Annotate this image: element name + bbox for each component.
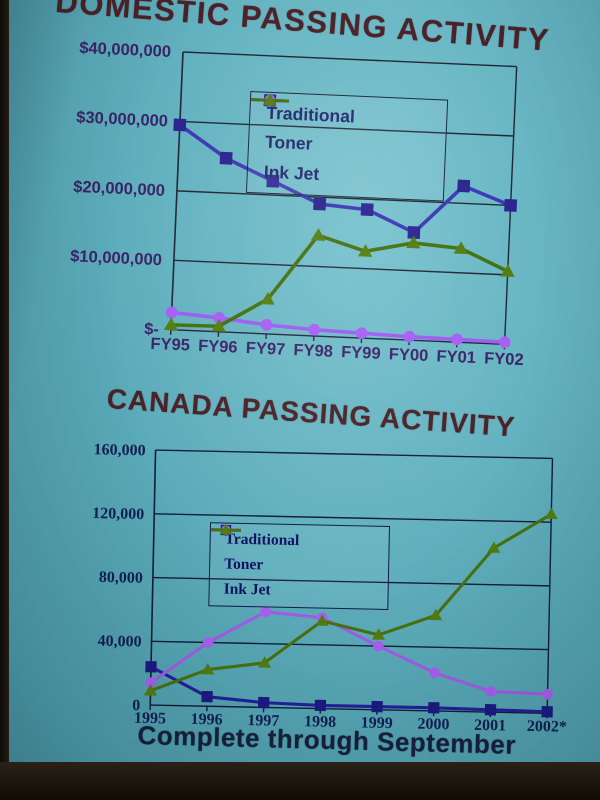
svg-text:$40,000,000: $40,000,000 (79, 39, 171, 61)
legend-label-toner: Toner (224, 555, 264, 574)
svg-text:$20,000,000: $20,000,000 (73, 178, 165, 200)
svg-text:FY95: FY95 (150, 335, 190, 355)
svg-text:1997: 1997 (247, 712, 279, 730)
domestic-chart-legend: Traditional Toner Ink Jet (245, 90, 449, 202)
canada-chart-legend: Traditional Toner Ink Jet (208, 522, 391, 610)
svg-text:160,000: 160,000 (93, 441, 145, 459)
svg-text:1999: 1999 (361, 714, 393, 732)
svg-text:FY96: FY96 (198, 337, 238, 357)
svg-text:1998: 1998 (304, 713, 336, 731)
domestic-chart-canvas: $40,000,000 $30,000,000 $20,000,000 $10,000… (70, 39, 524, 369)
legend-item-inkjet: Ink Jet (250, 93, 434, 190)
svg-text:FY01: FY01 (436, 347, 476, 367)
svg-text:$-: $- (144, 320, 159, 339)
svg-text:FY00: FY00 (388, 345, 428, 365)
svg-text:0: 0 (132, 697, 140, 714)
legend-item-traditional: Traditional (210, 524, 381, 552)
svg-text:$30,000,000: $30,000,000 (76, 108, 168, 130)
svg-text:FY02: FY02 (484, 349, 524, 369)
legend-label-toner: Toner (264, 132, 313, 155)
photo-dark-bottom-band (0, 762, 600, 800)
legend-label-inkjet: Ink Jet (223, 580, 271, 599)
svg-text:80,000: 80,000 (99, 569, 143, 587)
svg-text:1996: 1996 (190, 711, 222, 729)
svg-text:2000: 2000 (417, 716, 449, 734)
projector-screen: DOMESTIC PASSING ACTIVITY $40,000,000 $30… (9, 0, 600, 762)
slide-content: DOMESTIC PASSING ACTIVITY $40,000,000 $30… (9, 0, 600, 762)
svg-text:FY98: FY98 (293, 341, 333, 361)
domestic-chart: $40,000,000 $30,000,000 $20,000,000 $10,000… (31, 26, 551, 393)
svg-text:40,000: 40,000 (97, 633, 141, 651)
canada-chart: 160,000 120,000 80,000 40,000 0 1995 1996 1997 1… (50, 428, 581, 741)
svg-text:2001: 2001 (474, 717, 506, 735)
svg-text:FY97: FY97 (245, 339, 285, 359)
svg-text:2002*: 2002* (527, 718, 567, 736)
legend-label-inkjet: Ink Jet (263, 161, 320, 184)
svg-text:120,000: 120,000 (92, 505, 144, 523)
legend-item-inkjet: Ink Jet (210, 523, 379, 601)
svg-text:FY99: FY99 (341, 343, 381, 363)
svg-text:1995: 1995 (134, 710, 166, 728)
photo-dark-left-edge (0, 0, 9, 800)
legend-item-toner: Toner (210, 525, 380, 576)
legend-item-toner: Toner (250, 94, 436, 161)
svg-text:$10,000,000: $10,000,000 (70, 247, 162, 269)
